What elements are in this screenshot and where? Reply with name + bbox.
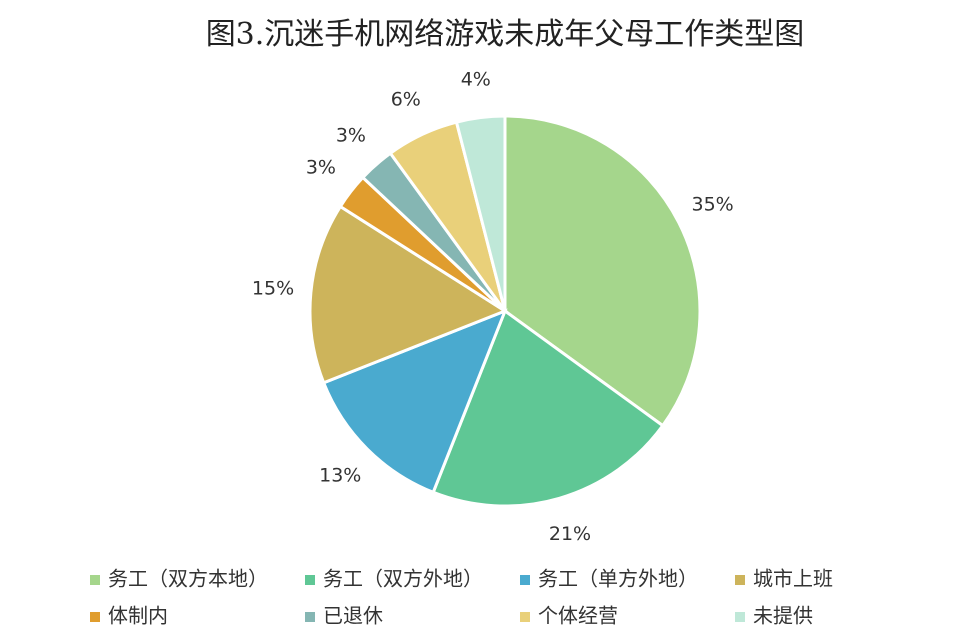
chart-title: 图3.沉迷手机网络游戏未成年父母工作类型图 xyxy=(206,17,805,52)
legend-swatch xyxy=(90,612,100,622)
data-label: 35% xyxy=(691,194,733,216)
legend-label: 城市上班 xyxy=(753,567,833,591)
data-label: 13% xyxy=(319,464,361,486)
legend-label: 体制内 xyxy=(108,604,168,628)
legend-swatch xyxy=(520,612,530,622)
data-label: 6% xyxy=(391,89,421,111)
legend-label: 务工（单方外地） xyxy=(538,567,698,591)
legend-swatch xyxy=(305,575,315,585)
pie-slice xyxy=(503,114,702,428)
legend-swatch xyxy=(305,612,315,622)
data-label: 4% xyxy=(461,68,491,90)
pie-slice xyxy=(308,204,509,385)
legend-label: 务工（双方外地） xyxy=(323,567,483,591)
data-label: 3% xyxy=(336,125,366,147)
legend-swatch xyxy=(735,575,745,585)
pie-slice xyxy=(431,308,665,508)
pie-slice xyxy=(321,308,508,495)
legend-label: 务工（双方本地） xyxy=(108,567,268,591)
legend-swatch xyxy=(520,575,530,585)
legend-swatch xyxy=(735,612,745,622)
legend-swatch xyxy=(90,575,100,585)
data-label: 21% xyxy=(549,523,591,545)
legend-label: 未提供 xyxy=(753,604,813,628)
pie-slice xyxy=(454,114,507,312)
legend-label: 已退休 xyxy=(323,604,383,628)
data-label: 15% xyxy=(252,278,294,300)
legend-label: 个体经营 xyxy=(538,604,618,628)
data-label: 3% xyxy=(306,157,336,179)
